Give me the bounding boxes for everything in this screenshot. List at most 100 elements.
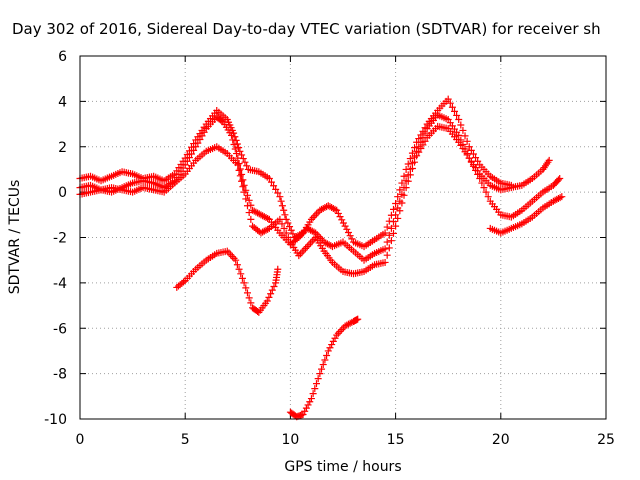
- data-point-series-3: [235, 166, 243, 174]
- data-point-series-2: [474, 157, 482, 165]
- data-point-series-2: [465, 143, 473, 151]
- data-point-series-6: [316, 370, 324, 378]
- data-point-series-1: [245, 196, 253, 204]
- data-point-series-3: [236, 172, 244, 180]
- data-points: [76, 95, 566, 421]
- x-tick-label: 20: [492, 432, 510, 448]
- data-point-series-2: [331, 205, 339, 213]
- data-point-series-2: [389, 205, 397, 213]
- data-point-series-3: [404, 177, 412, 185]
- data-point-series-1: [317, 234, 325, 242]
- data-point-series-2: [239, 155, 247, 163]
- data-point-series-2: [333, 206, 341, 214]
- x-tick-label: 5: [181, 432, 190, 448]
- x-tick-label: 0: [76, 432, 85, 448]
- data-point-series-2: [339, 219, 347, 227]
- data-point-series-2: [463, 137, 471, 145]
- data-point-series-2: [392, 199, 400, 207]
- data-point-series-6: [326, 344, 334, 352]
- data-point-series-1: [239, 176, 247, 184]
- data-point-series-2: [469, 150, 477, 158]
- x-tick-label: 25: [597, 432, 615, 448]
- data-point-series-3: [240, 188, 248, 196]
- data-point-series-3: [472, 166, 480, 174]
- data-point-series-5: [247, 299, 255, 307]
- data-point-series-3: [387, 237, 395, 245]
- data-point-series-5: [232, 256, 240, 264]
- data-point-series-1: [545, 156, 553, 164]
- data-point-series-2: [188, 143, 196, 151]
- data-point-series-1: [243, 191, 251, 199]
- data-point-series-2: [336, 213, 344, 221]
- data-point-series-3: [476, 175, 484, 183]
- data-point-series-3: [239, 183, 247, 191]
- data-point-series-6: [338, 326, 346, 334]
- data-point-series-3: [478, 179, 486, 187]
- data-point-series-2: [346, 232, 354, 240]
- data-point-series-2: [272, 185, 280, 193]
- data-point-series-6: [331, 334, 339, 342]
- data-point-series-5: [227, 251, 235, 259]
- data-point-series-5: [238, 274, 246, 282]
- data-point-series-3: [234, 161, 242, 169]
- data-point-series-6: [311, 385, 319, 393]
- data-point-series-3: [282, 229, 290, 237]
- data-point-series-2: [274, 189, 282, 197]
- data-point-series-3: [398, 199, 406, 207]
- y-tick-label: -10: [44, 412, 67, 428]
- data-point-series-3: [307, 239, 315, 247]
- data-point-series-6: [318, 365, 326, 373]
- data-point-series-6: [354, 315, 362, 323]
- data-point-series-2: [383, 223, 391, 231]
- data-point-series-3: [482, 188, 490, 196]
- data-point-series-3: [245, 209, 253, 217]
- data-point-series-5: [242, 284, 250, 292]
- data-point-series-6: [329, 337, 337, 345]
- data-point-series-2: [457, 121, 465, 129]
- data-point-series-3: [300, 246, 308, 254]
- data-point-series-2: [235, 144, 243, 152]
- data-point-series-3: [413, 152, 421, 160]
- data-point-series-2: [387, 211, 395, 219]
- data-point-series-2: [281, 211, 289, 219]
- data-point-series-3: [396, 207, 404, 215]
- data-point-series-6: [302, 404, 310, 412]
- data-point-series-3: [415, 148, 423, 156]
- data-point-series-2: [385, 217, 393, 225]
- data-point-series-2: [309, 214, 317, 222]
- data-point-series-5: [267, 290, 275, 298]
- data-point-series-6: [307, 395, 315, 403]
- data-point-series-3: [284, 234, 292, 241]
- data-point-series-3: [238, 177, 246, 185]
- data-point-series-2: [472, 154, 480, 162]
- data-point-series-5: [274, 265, 282, 273]
- data-point-series-3: [296, 250, 304, 258]
- data-point-series-2: [343, 225, 351, 233]
- data-point-series-6: [301, 407, 309, 415]
- data-point-series-2: [181, 154, 189, 162]
- data-point-series-2: [241, 158, 249, 166]
- data-point-series-3: [392, 222, 400, 230]
- data-point-series-5: [228, 253, 236, 261]
- data-point-series-3: [247, 215, 255, 223]
- data-point-series-2: [421, 124, 429, 132]
- data-point-series-2: [455, 116, 463, 124]
- data-point-series-1: [236, 165, 244, 173]
- data-point-series-2: [417, 131, 425, 139]
- data-point-series-2: [265, 175, 273, 183]
- data-point-series-2: [284, 219, 292, 227]
- data-point-series-2: [398, 179, 406, 187]
- data-point-series-2: [185, 147, 193, 155]
- data-point-series-2: [344, 229, 352, 237]
- data-point-series-6: [309, 390, 317, 398]
- y-tick-label: -2: [53, 231, 67, 247]
- data-point-series-5: [237, 270, 245, 278]
- data-point-series-3: [406, 171, 414, 179]
- data-point-series-3: [480, 184, 488, 192]
- data-point-series-2: [404, 160, 412, 168]
- data-point-series-2: [400, 172, 408, 180]
- data-point-series-3: [305, 241, 313, 249]
- data-point-series-1: [231, 145, 239, 153]
- x-axis-label: GPS time / hours: [284, 459, 401, 475]
